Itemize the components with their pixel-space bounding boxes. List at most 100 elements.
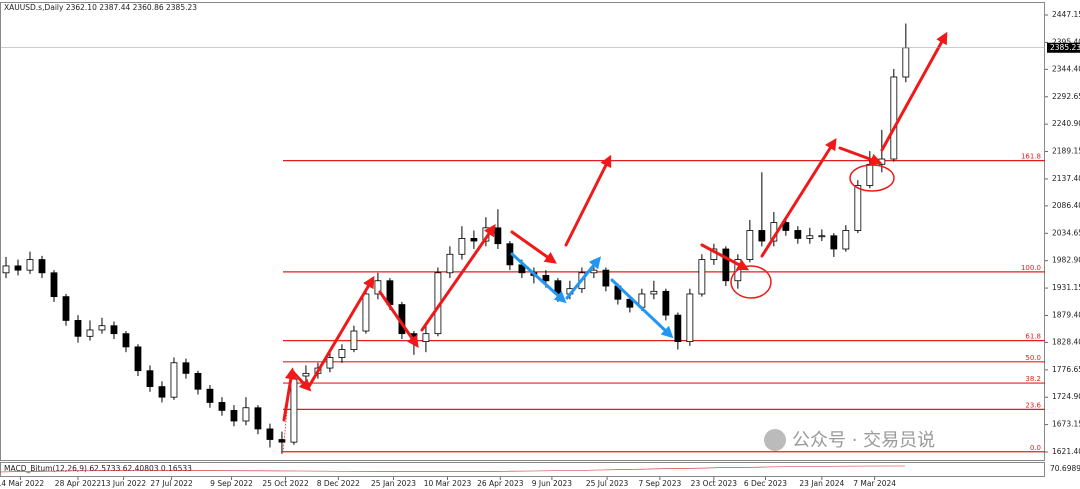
candle-body (218, 402, 226, 411)
y-tick-label: 2034.65 (1052, 228, 1080, 237)
chart-title: XAUUSD.s,Daily 2362.10 2387.44 2360.86 2… (4, 3, 197, 12)
candle-body (38, 259, 46, 274)
candle-body (758, 230, 766, 242)
y-tick-label: 2344.40 (1052, 64, 1080, 73)
candle-body (794, 230, 802, 239)
candle-body (842, 230, 850, 250)
y-tick-label: 1673.15 (1052, 420, 1080, 429)
x-tick-label: 7 Sep 2023 (638, 479, 681, 488)
last-price-label: 2385.23 (1050, 43, 1080, 52)
y-tick-label: 2292.65 (1052, 92, 1080, 101)
candle-body (338, 349, 346, 358)
y-tick-label: 2395.40 (1052, 37, 1080, 46)
red-arrow (420, 224, 496, 332)
candle-body (470, 238, 478, 242)
blue-arrow (565, 256, 602, 300)
red-arrow (700, 243, 750, 271)
indicator-frame (0, 462, 1045, 477)
candle-body (458, 238, 466, 255)
watermark-icon (764, 429, 786, 451)
candle-body (590, 269, 598, 274)
candle-body (890, 76, 898, 160)
x-tick-label: 8 Dec 2022 (317, 479, 360, 488)
x-tick-label: 10 Mar 2023 (424, 479, 472, 488)
candle-body (722, 248, 730, 282)
candle-body (326, 357, 334, 369)
candle-body (650, 290, 658, 295)
candle-body (182, 362, 190, 374)
blue-arrow (510, 252, 567, 304)
candle-body (122, 333, 130, 348)
x-tick-label: 25 Jan 2023 (371, 479, 416, 488)
candle-body (26, 259, 34, 271)
fib-label: 23.6 (1025, 401, 1041, 409)
candle-body (254, 407, 262, 430)
y-tick-label: 2240.90 (1052, 119, 1080, 128)
candle-body (14, 265, 22, 271)
y-tick-label: 1982.90 (1052, 256, 1080, 265)
candle-body (854, 185, 862, 231)
candle-body (374, 280, 382, 295)
candle-body (602, 269, 610, 287)
candle-body (350, 330, 358, 350)
indicator-label: MACD_Bitum(12,26,9) 62.5733 62.40803 0.1… (4, 464, 192, 473)
candle-body (194, 372, 202, 390)
candle-body (302, 372, 310, 377)
red-arrow (282, 367, 297, 422)
candle-body (878, 158, 886, 165)
red-arrow (291, 370, 312, 392)
red-arrow (564, 154, 612, 247)
blue-arrow (610, 278, 674, 339)
fib-label: 100.0 (1021, 264, 1041, 272)
candle-body (170, 362, 178, 398)
candle-body (542, 275, 550, 282)
x-tick-label: 25 Oct 2022 (262, 479, 309, 488)
x-tick-label: 26 Apr 2023 (477, 479, 524, 488)
candle-body (686, 293, 694, 343)
candle-body (110, 325, 118, 335)
candle-body (662, 290, 670, 316)
y-tick-label: 2137.40 (1052, 174, 1080, 183)
candle-body (2, 265, 10, 274)
last-price-box (1047, 42, 1080, 53)
candle-body (674, 314, 682, 343)
x-tick-label: 13 Jun 2022 (101, 479, 146, 488)
red-arrow (306, 275, 375, 390)
x-tick-label: 9 Sep 2022 (210, 479, 253, 488)
candle-body (134, 346, 142, 372)
indicator-line (0, 465, 906, 473)
x-tick-label: 25 Jul 2023 (586, 479, 629, 488)
candle-body (74, 320, 82, 337)
y-tick-label: 2447.15 (1052, 10, 1080, 19)
candle-body (206, 388, 214, 403)
fib-label: 61.8 (1025, 333, 1041, 341)
candle-body (806, 235, 814, 239)
candle-body (422, 333, 430, 343)
fib-label: 50.0 (1025, 354, 1041, 362)
highlight-circle (849, 164, 895, 192)
annotations (282, 31, 948, 453)
candle-body (818, 235, 826, 238)
x-tick-label: 23 Oct 2023 (691, 479, 738, 488)
y-tick-label: 2086.40 (1052, 201, 1080, 210)
x-tick-label: 28 Apr 2022 (55, 479, 102, 488)
candle-body (86, 329, 94, 337)
candle-body (50, 272, 58, 298)
plot-frame (0, 2, 1045, 461)
fib-label: 161.8 (1021, 153, 1041, 161)
red-arrow (510, 230, 557, 264)
x-tick-label: 6 Dec 2023 (744, 479, 787, 488)
red-arrow (880, 31, 948, 152)
y-tick-label: 2189.15 (1052, 147, 1080, 156)
y-tick-label: 1776.65 (1052, 365, 1080, 374)
candle-body (242, 407, 250, 422)
candle-body (290, 375, 298, 443)
indicator-scale-label: 70.69894 (1050, 464, 1080, 473)
red-arrow (760, 137, 837, 258)
fib-label: 38.2 (1025, 375, 1041, 383)
x-tick-label: 23 Jan 2024 (799, 479, 844, 488)
y-tick-label: 1621.40 (1052, 447, 1080, 456)
y-tick-label: 1879.40 (1052, 310, 1080, 319)
candle-body (698, 259, 706, 295)
